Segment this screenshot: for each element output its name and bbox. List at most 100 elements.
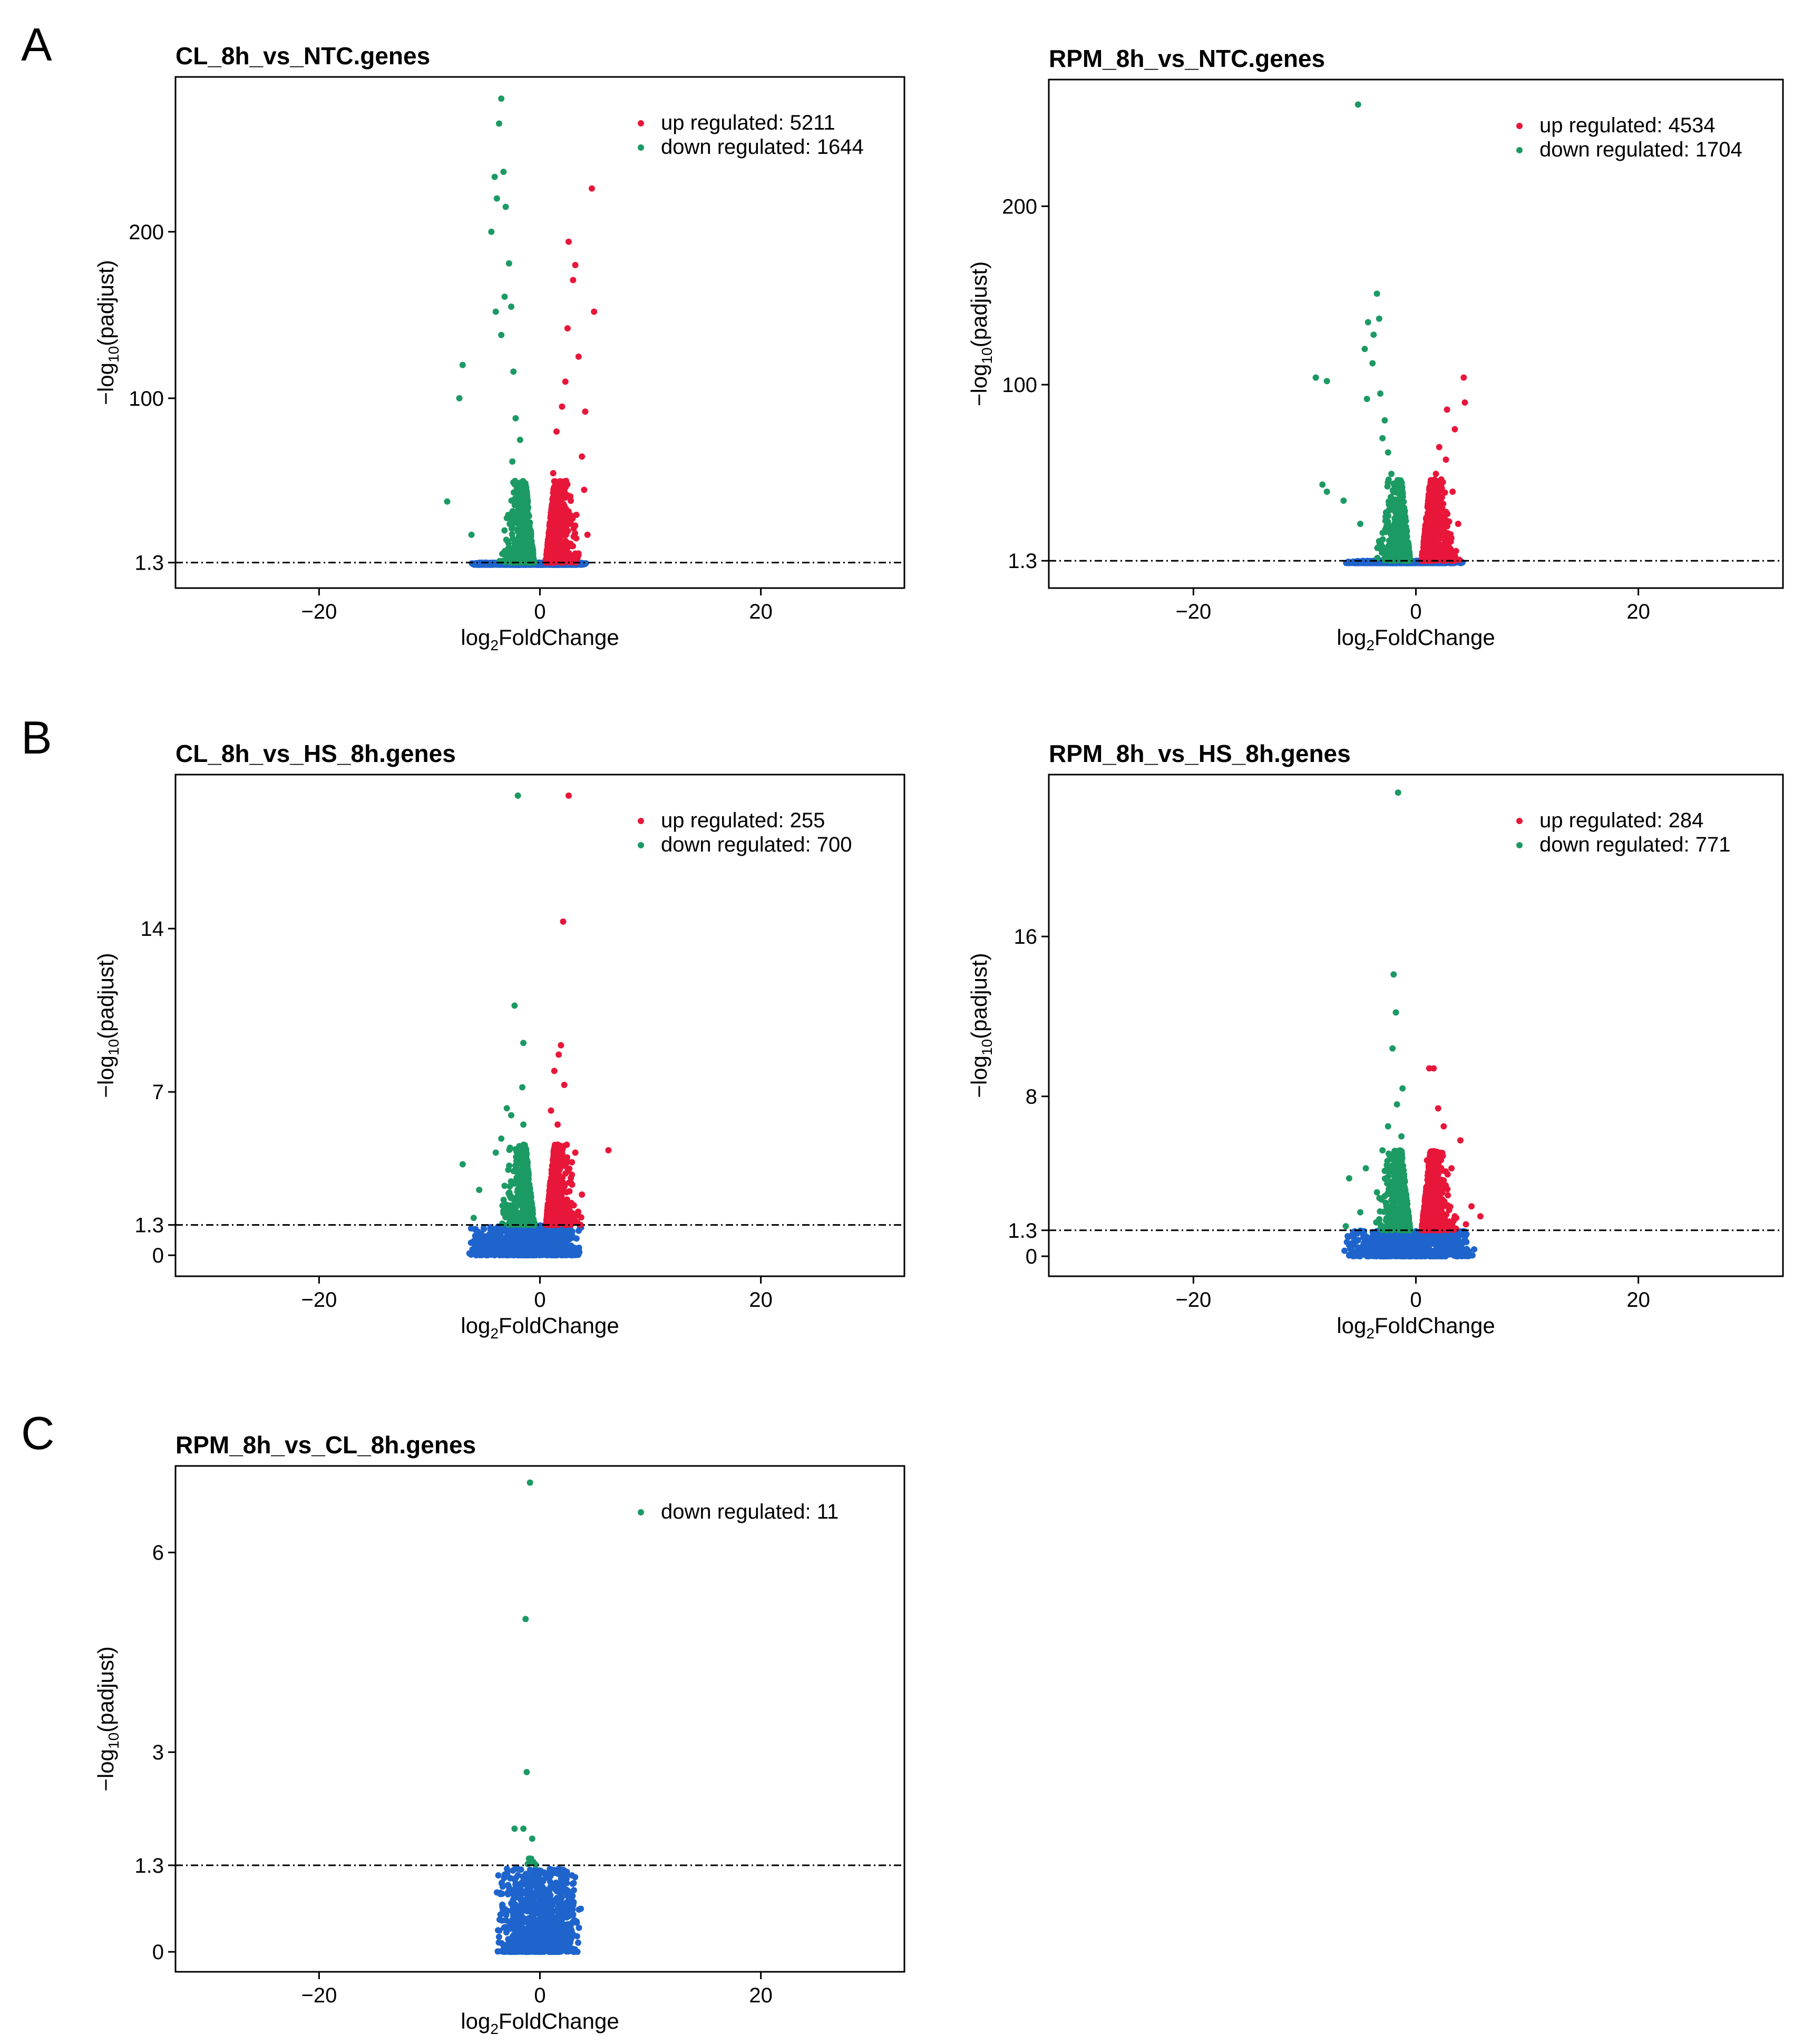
not-significant-point bbox=[472, 1226, 479, 1233]
up-regulated-point bbox=[581, 486, 588, 493]
down-regulated-point bbox=[512, 415, 519, 422]
not-significant-point bbox=[472, 1242, 479, 1249]
down-regulated-point bbox=[459, 361, 466, 368]
down-regulated-point bbox=[1379, 549, 1386, 556]
down-regulated-point bbox=[525, 524, 532, 531]
x-tick-label: 20 bbox=[749, 1288, 773, 1312]
y-tick-label: 100 bbox=[1002, 374, 1037, 397]
not-significant-point bbox=[496, 1249, 503, 1256]
x-axis-label: log2FoldChange bbox=[461, 1313, 619, 1342]
up-regulated-point bbox=[1430, 522, 1437, 529]
down-regulated-point bbox=[492, 308, 499, 315]
up-regulated-point bbox=[1429, 528, 1436, 535]
down-regulated-point bbox=[1388, 471, 1395, 477]
down-regulated-point bbox=[502, 203, 509, 210]
up-regulated-point bbox=[572, 522, 579, 529]
down-regulated-point bbox=[1386, 501, 1392, 508]
up-regulated-point bbox=[560, 546, 567, 553]
not-significant-point bbox=[560, 1233, 567, 1239]
up-regulated-point bbox=[570, 277, 577, 283]
data-points bbox=[444, 95, 598, 568]
not-significant-point bbox=[575, 1227, 582, 1234]
down-regulated-point bbox=[1312, 374, 1319, 381]
up-regulated-point bbox=[564, 325, 571, 332]
y-tick-label: 1.3 bbox=[1008, 550, 1037, 573]
plot-title: CL_8h_vs_HS_8h.genes bbox=[176, 740, 456, 767]
up-regulated-point bbox=[1427, 516, 1434, 523]
up-regulated-point bbox=[1460, 374, 1467, 381]
up-regulated-point bbox=[559, 532, 566, 539]
up-regulated-point bbox=[565, 238, 572, 245]
down-regulated-point bbox=[500, 169, 507, 175]
down-regulated-point bbox=[468, 531, 475, 538]
down-regulated-point bbox=[1357, 521, 1363, 527]
up-regulated-point bbox=[1421, 551, 1428, 558]
up-regulated-point bbox=[549, 503, 555, 510]
down-regulated-point bbox=[491, 173, 498, 180]
y-tick-label: 1.3 bbox=[134, 1214, 164, 1237]
up-regulated-point bbox=[567, 497, 574, 504]
x-axis-label: log2FoldChange bbox=[461, 625, 619, 653]
up-regulated-point bbox=[559, 403, 566, 410]
down-regulated-point bbox=[488, 228, 495, 235]
down-regulated-point bbox=[1398, 516, 1405, 523]
not-significant-point bbox=[508, 1245, 514, 1252]
down-regulated-point bbox=[501, 551, 508, 558]
not-significant-point bbox=[490, 1229, 497, 1236]
y-tick-label: 1.3 bbox=[134, 552, 164, 575]
down-regulated-point bbox=[1363, 396, 1370, 403]
y-axis-label: −log10(padjust) bbox=[967, 261, 995, 406]
up-regulated-point bbox=[1440, 542, 1447, 549]
down-regulated-point bbox=[512, 551, 519, 558]
down-regulated-point bbox=[1323, 488, 1330, 495]
x-tick-label: 0 bbox=[1410, 600, 1421, 623]
not-significant-point bbox=[523, 1237, 530, 1244]
down-regulated-point bbox=[513, 558, 520, 565]
up-regulated-point bbox=[1433, 485, 1440, 492]
not-significant-point bbox=[472, 1233, 479, 1239]
y-tick-label: 7 bbox=[152, 1081, 164, 1104]
down-regulated-point bbox=[521, 516, 528, 523]
not-significant-point bbox=[505, 1234, 512, 1241]
plot-title: CL_8h_vs_NTC.genes bbox=[176, 42, 430, 70]
up-regulated-point bbox=[582, 408, 589, 415]
x-tick-label: −20 bbox=[1175, 600, 1211, 623]
down-regulated-point bbox=[527, 551, 533, 558]
x-tick-label: −20 bbox=[301, 1288, 337, 1312]
down-regulated-point bbox=[508, 497, 515, 504]
down-regulated-point bbox=[1385, 542, 1392, 549]
down-regulated-point bbox=[1397, 493, 1404, 500]
legend-marker-down bbox=[1516, 147, 1523, 153]
down-regulated-point bbox=[1399, 538, 1406, 545]
not-significant-point bbox=[542, 1250, 549, 1257]
down-regulated-point bbox=[523, 541, 530, 548]
up-regulated-point bbox=[548, 556, 555, 563]
panel-letter-a: A bbox=[21, 18, 52, 71]
down-regulated-point bbox=[514, 544, 521, 551]
not-significant-point bbox=[496, 1240, 503, 1247]
not-significant-point bbox=[476, 560, 483, 566]
not-significant-point bbox=[467, 1250, 474, 1257]
up-regulated-point bbox=[560, 522, 567, 529]
down-regulated-point bbox=[1392, 510, 1399, 516]
up-regulated-point bbox=[1438, 495, 1445, 502]
down-regulated-point bbox=[1369, 360, 1376, 367]
down-regulated-point bbox=[520, 486, 527, 493]
up-regulated-point bbox=[1449, 488, 1456, 495]
legend-marker-down bbox=[638, 144, 644, 151]
not-significant-point bbox=[473, 1252, 480, 1259]
down-regulated-point bbox=[1383, 524, 1390, 531]
not-significant-point bbox=[511, 1233, 518, 1239]
up-regulated-point bbox=[1422, 526, 1429, 533]
up-regulated-point bbox=[567, 541, 573, 548]
up-regulated-point bbox=[1453, 547, 1459, 554]
down-regulated-point bbox=[1388, 532, 1395, 539]
x-axis-label: log2FoldChange bbox=[1337, 625, 1495, 653]
up-regulated-point bbox=[549, 525, 555, 532]
down-regulated-point bbox=[1373, 290, 1380, 297]
down-regulated-point bbox=[1319, 481, 1326, 488]
up-regulated-point bbox=[1447, 536, 1454, 543]
not-significant-point bbox=[550, 1231, 557, 1238]
up-regulated-point bbox=[1455, 521, 1461, 527]
